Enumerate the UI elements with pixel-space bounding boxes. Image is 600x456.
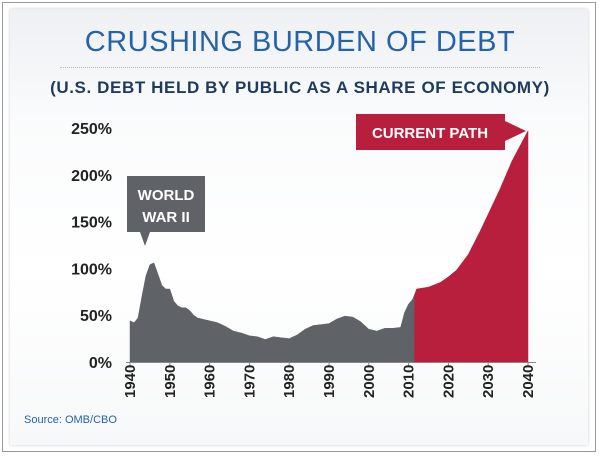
chart-subtitle: (U.S. DEBT HELD BY PUBLIC AS A SHARE OF … <box>50 78 550 97</box>
x-tick-label: 1940 <box>122 365 139 398</box>
x-tick-label: 2020 <box>440 365 457 398</box>
y-tick-label: 100% <box>71 261 112 278</box>
x-tick-label: 2040 <box>520 365 537 398</box>
y-tick-label: 200% <box>71 168 112 185</box>
x-tick-label: 1960 <box>202 365 219 398</box>
current-path-label-box <box>356 114 526 150</box>
x-tick-label: 1990 <box>321 365 338 398</box>
x-tick-label: 2010 <box>401 365 418 398</box>
source-note: Source: OMB/CBO <box>24 414 117 426</box>
ww2-label-box <box>127 176 205 232</box>
y-tick-label: 150% <box>71 215 112 232</box>
chart-frame <box>2 2 596 452</box>
y-tick-label: 0% <box>89 355 112 372</box>
ww2-label-text: WAR II <box>142 209 190 226</box>
y-tick-label: 50% <box>80 308 112 325</box>
area-historical <box>129 262 415 363</box>
y-tick-label: 250% <box>71 121 112 138</box>
x-tick-label: 1980 <box>281 365 298 398</box>
current-path-label-text: CURRENT PATH <box>372 125 488 142</box>
title-divider <box>60 67 540 68</box>
ww2-label-text: WORLD <box>138 187 195 204</box>
x-tick-label: 2030 <box>480 365 497 398</box>
x-tick-label: 2000 <box>361 365 378 398</box>
area-projected <box>414 130 529 363</box>
ww2-label-pointer <box>140 232 150 246</box>
chart-title: CRUSHING BURDEN OF DEBT <box>84 26 516 58</box>
x-tick-label: 1970 <box>241 365 258 398</box>
x-tick-label: 1950 <box>162 365 179 398</box>
